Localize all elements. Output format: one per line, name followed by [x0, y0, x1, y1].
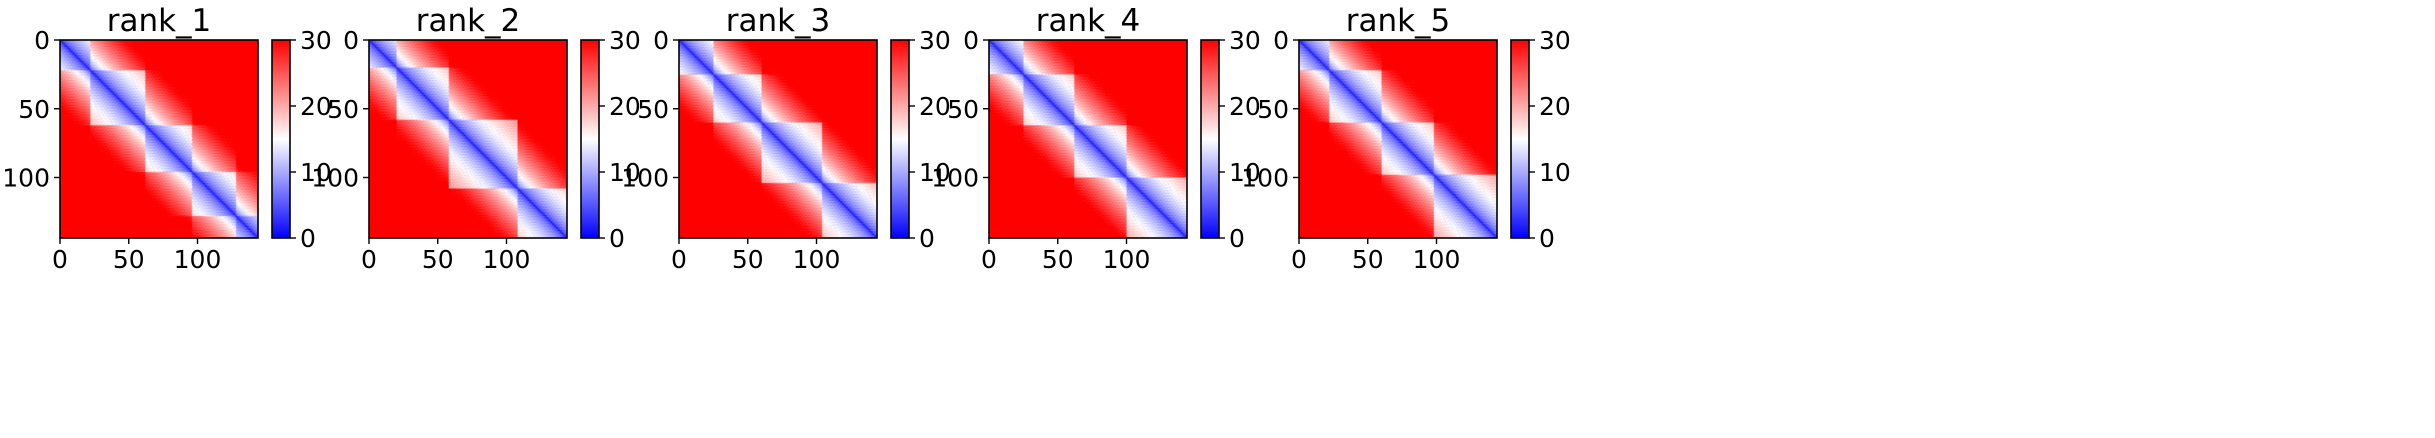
plot-frame: [59, 39, 259, 239]
panel-rank_5: rank_5 0 50 100 0 50 100 0 10 20 30: [1241, 3, 1571, 274]
colorbar: [272, 40, 290, 238]
heatmap-rank_4: [989, 40, 1187, 238]
y-tick-label: 0: [963, 26, 979, 55]
colorbar-tick-label: 30: [919, 26, 951, 55]
colorbar-tick-label: 10: [919, 158, 951, 187]
colorbar-tick-label: 0: [1539, 224, 1555, 253]
y-tick-label: 0: [653, 26, 669, 55]
colorbar: [581, 40, 599, 238]
x-tick-label: 100: [483, 245, 531, 274]
colorbar-frame: [1510, 39, 1530, 239]
x-tick-label: 0: [361, 245, 377, 274]
colorbar-tick-label: 30: [1229, 26, 1261, 55]
y-tick-label: 100: [621, 164, 669, 193]
plot-frame: [988, 39, 1188, 239]
colorbar-tick-label: 10: [1539, 158, 1571, 187]
x-tick-label: 50: [732, 245, 764, 274]
colorbar-tick-label: 20: [919, 92, 951, 121]
colorbar-frame: [271, 39, 291, 239]
panel-rank_3: rank_3 0 50 100 0 50 100 0 10 20 30: [621, 3, 951, 274]
colorbar-tick-label: 0: [300, 224, 316, 253]
y-tick-label: 50: [18, 95, 50, 124]
colorbar-tick-label: 20: [300, 92, 332, 121]
x-tick-label: 100: [1413, 245, 1461, 274]
colorbar-frame: [890, 39, 910, 239]
y-tick-label: 100: [931, 164, 979, 193]
x-tick-label: 0: [981, 245, 997, 274]
colorbar-tick-label: 30: [1539, 26, 1571, 55]
colorbar-tick-label: 30: [300, 26, 332, 55]
colorbar-tick-label: 10: [300, 158, 332, 187]
x-tick-label: 0: [671, 245, 687, 274]
colorbar-tick-label: 10: [1229, 158, 1261, 187]
plot-frame: [1298, 39, 1498, 239]
y-tick-label: 100: [2, 164, 50, 193]
x-tick-label: 50: [1352, 245, 1384, 274]
panel-rank_2: rank_2 0 50 100 0 50 100 0 10 20 30: [311, 3, 641, 274]
colorbar-tick-label: 0: [609, 224, 625, 253]
colorbar-tick-label: 10: [609, 158, 641, 187]
colorbar-frame: [580, 39, 600, 239]
x-tick-label: 100: [793, 245, 841, 274]
heatmap-rank_2: [369, 40, 567, 238]
x-tick-label: 50: [422, 245, 454, 274]
x-tick-label: 50: [1042, 245, 1074, 274]
y-tick-label: 0: [34, 26, 50, 55]
colorbar-tick-label: 20: [1539, 92, 1571, 121]
colorbar: [1201, 40, 1219, 238]
panel-rank_1: rank_1 0 50 100 0 50 100 0 10 20 30: [2, 3, 332, 274]
colorbar: [891, 40, 909, 238]
heatmap-rank_5: [1299, 40, 1497, 238]
y-tick-label: 50: [1257, 95, 1289, 124]
colorbar: [1511, 40, 1529, 238]
y-tick-label: 0: [343, 26, 359, 55]
colorbar-frame: [1200, 39, 1220, 239]
y-tick-label: 50: [637, 95, 669, 124]
x-tick-label: 50: [113, 245, 145, 274]
y-tick-label: 50: [327, 95, 359, 124]
y-tick-label: 0: [1273, 26, 1289, 55]
x-tick-label: 100: [174, 245, 222, 274]
panel-title: rank_2: [416, 3, 521, 39]
panel-rank_4: rank_4 0 50 100 0 50 100 0 10 20 30: [931, 3, 1261, 274]
panel-title: rank_3: [726, 3, 831, 39]
heatmap-rank_1: [60, 40, 258, 238]
colorbar-tick-label: 0: [919, 224, 935, 253]
y-tick-label: 100: [1241, 164, 1289, 193]
y-tick-label: 50: [947, 95, 979, 124]
x-tick-label: 0: [1291, 245, 1307, 274]
colorbar-tick-label: 20: [1229, 92, 1261, 121]
plot-frame: [368, 39, 568, 239]
x-tick-label: 100: [1103, 245, 1151, 274]
panel-title: rank_1: [107, 3, 212, 39]
panel-title: rank_4: [1036, 3, 1141, 39]
heatmap-rank_3: [679, 40, 877, 238]
colorbar-tick-label: 20: [609, 92, 641, 121]
plot-frame: [678, 39, 878, 239]
y-tick-label: 100: [311, 164, 359, 193]
colorbar-tick-label: 30: [609, 26, 641, 55]
panel-title: rank_5: [1346, 3, 1451, 39]
x-tick-label: 0: [52, 245, 68, 274]
colorbar-tick-label: 0: [1229, 224, 1245, 253]
